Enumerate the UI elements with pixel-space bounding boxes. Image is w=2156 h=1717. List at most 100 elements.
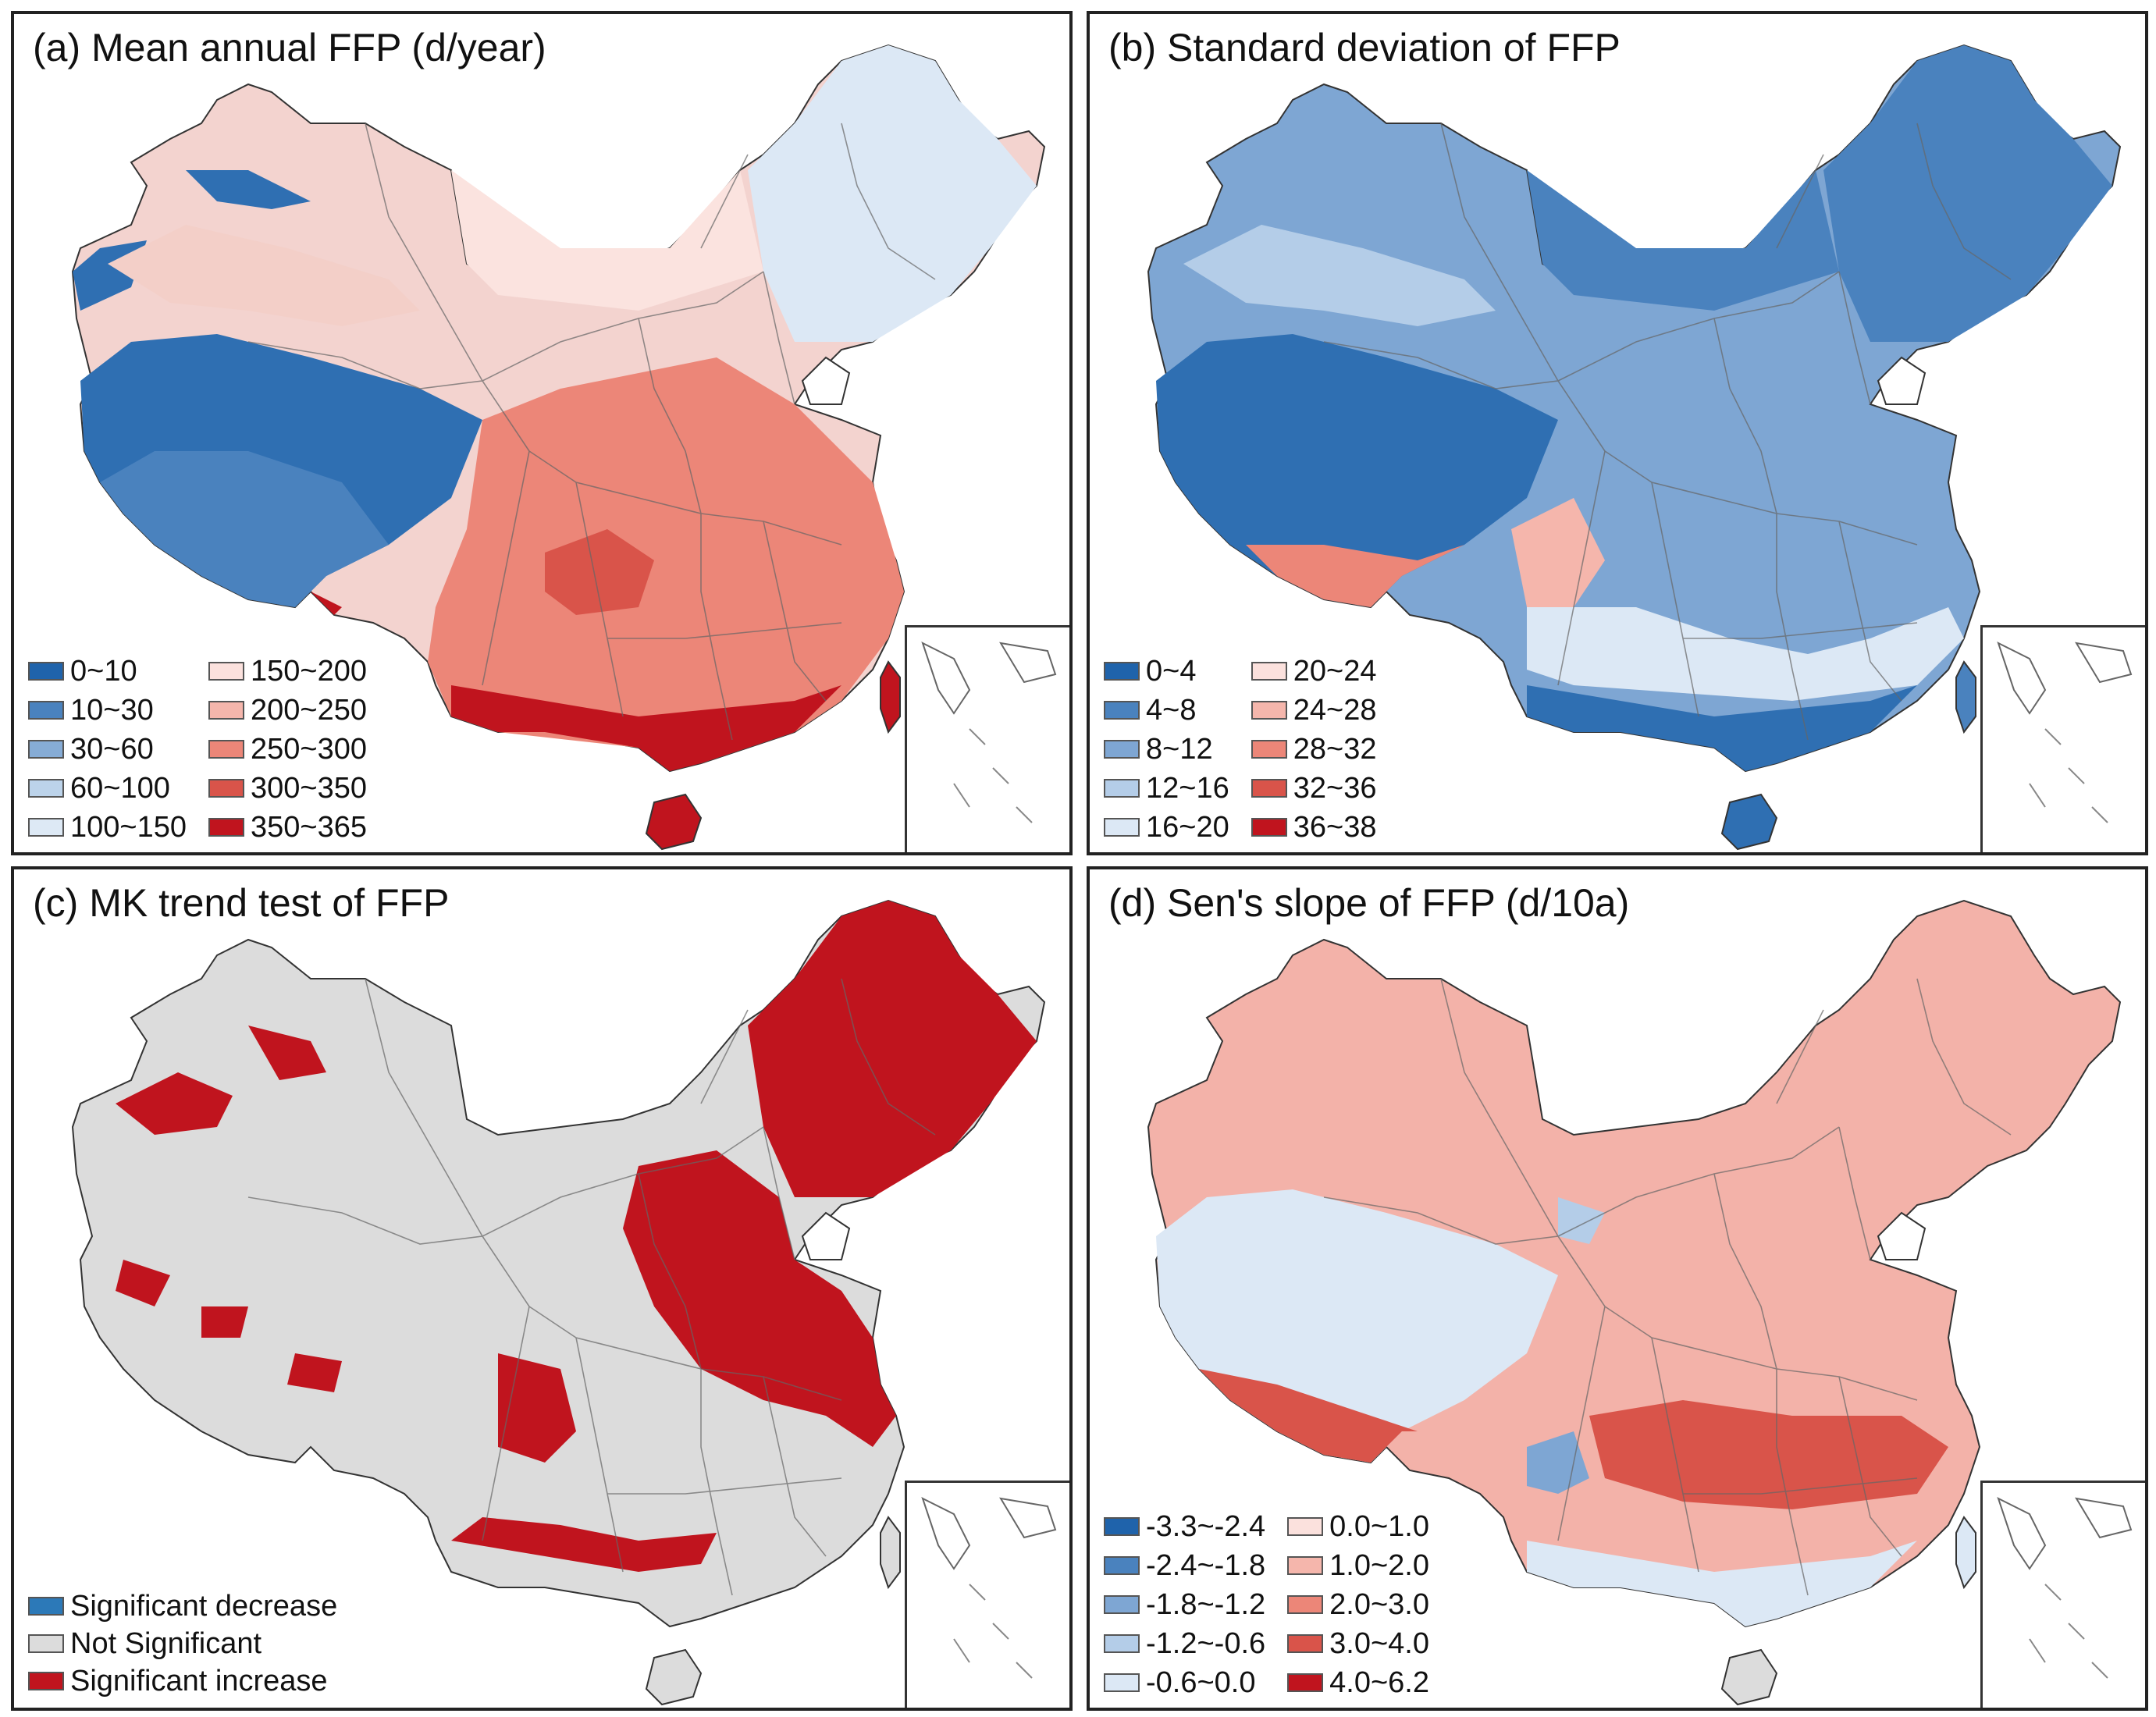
- legend-c: Significant decrease Not Significant Signi…: [28, 1589, 337, 1698]
- legend-label: 200~250: [251, 693, 367, 727]
- legend-label: 4~8: [1146, 693, 1197, 727]
- legend-item: 4~8: [1104, 693, 1229, 727]
- legend-label: 20~24: [1293, 654, 1377, 688]
- legend-item: 3.0~4.0: [1287, 1626, 1429, 1661]
- legend-item: -1.2~-0.6: [1104, 1626, 1265, 1661]
- legend-swatch: [1104, 779, 1140, 798]
- legend-item: 0~4: [1104, 654, 1229, 688]
- legend-swatch: [28, 1672, 64, 1690]
- legend-item: -1.8~-1.2: [1104, 1587, 1265, 1622]
- legend-label: 0~10: [70, 654, 137, 688]
- legend-item: 24~28: [1251, 693, 1377, 727]
- legend-swatch: [1104, 818, 1140, 837]
- legend-swatch: [1104, 701, 1140, 720]
- legend-label: 0~4: [1146, 654, 1197, 688]
- legend-swatch: [208, 662, 244, 681]
- legend-label: 350~365: [251, 810, 367, 844]
- legend-label: Significant decrease: [70, 1589, 338, 1623]
- legend-swatch: [1104, 740, 1140, 759]
- legend-item: 20~24: [1251, 654, 1377, 688]
- panel-d-title: (d) Sen's slope of FFP (d/10a): [1108, 881, 1630, 925]
- legend-swatch: [1251, 740, 1287, 759]
- legend-swatch: [1287, 1556, 1324, 1575]
- legend-label: 3.0~4.0: [1329, 1626, 1429, 1660]
- south-china-sea-inset: [905, 1481, 1069, 1708]
- legend-label: 150~200: [251, 654, 367, 688]
- legend-swatch: [1287, 1673, 1324, 1692]
- legend-swatch: [1287, 1634, 1324, 1653]
- panel-d-sens-slope: (d) Sen's slope of FFP (d/10a) -3.3~-2.4…: [1087, 866, 2148, 1711]
- legend-label: 10~30: [70, 693, 154, 727]
- legend-label: 28~32: [1293, 732, 1377, 766]
- legend-swatch: [208, 779, 244, 798]
- legend-item: 60~100: [28, 771, 187, 805]
- legend-swatch: [1287, 1595, 1324, 1614]
- legend-label: -1.2~-0.6: [1146, 1626, 1266, 1660]
- legend-swatch: [1104, 662, 1140, 681]
- legend-swatch: [1104, 1517, 1140, 1536]
- legend-item: 30~60: [28, 732, 187, 766]
- legend-swatch: [1104, 1634, 1140, 1653]
- legend-item: 250~300: [208, 732, 367, 766]
- map-b: [1147, 44, 2121, 850]
- legend-label: -1.8~-1.2: [1146, 1587, 1266, 1621]
- legend-item: 300~350: [208, 771, 367, 805]
- legend-item: -2.4~-1.8: [1104, 1548, 1265, 1583]
- panel-a-title: (a) Mean annual FFP (d/year): [33, 26, 546, 69]
- legend-swatch: [28, 779, 64, 798]
- legend-item: Significant increase: [28, 1664, 337, 1698]
- legend-label: 12~16: [1146, 771, 1229, 805]
- legend-label: 16~20: [1146, 810, 1229, 844]
- legend-label: 1.0~2.0: [1329, 1548, 1429, 1582]
- legend-item: 150~200: [208, 654, 367, 688]
- legend-item: Significant decrease: [28, 1589, 337, 1623]
- legend-swatch: [28, 1634, 64, 1653]
- legend-item: Not Significant: [28, 1626, 337, 1661]
- map-c: [72, 900, 1045, 1705]
- legend-item: -0.6~0.0: [1104, 1665, 1265, 1700]
- legend-label: 32~36: [1293, 771, 1377, 805]
- legend-item: 10~30: [28, 693, 187, 727]
- map-a: [72, 44, 1045, 850]
- legend-swatch: [28, 1597, 64, 1616]
- legend-label: 24~28: [1293, 693, 1377, 727]
- legend-swatch: [1104, 1673, 1140, 1692]
- legend-d: -3.3~-2.4 -2.4~-1.8 -1.8~-1.2 -1.2~-0.6 -0.6…: [1104, 1509, 1429, 1700]
- legend-label: 0.0~1.0: [1329, 1509, 1429, 1543]
- legend-a: 0~10 10~30 30~60 60~100 100~150 150~200 200~2…: [28, 654, 367, 844]
- panel-a-mean-annual-ffp: (a) Mean annual FFP (d/year) 0~10 10~30 30…: [11, 11, 1073, 855]
- legend-swatch: [1251, 818, 1287, 837]
- panel-c-mk-trend-test: (c) MK trend test of FFP Significant dec…: [11, 866, 1073, 1711]
- legend-label: 30~60: [70, 732, 154, 766]
- map-d: [1147, 900, 2121, 1705]
- legend-label: 4.0~6.2: [1329, 1665, 1429, 1699]
- legend-item: 8~12: [1104, 732, 1229, 766]
- south-china-sea-inset: [905, 625, 1069, 852]
- panel-c-title: (c) MK trend test of FFP: [33, 881, 450, 925]
- legend-label: 250~300: [251, 732, 367, 766]
- legend-item: 16~20: [1104, 810, 1229, 844]
- legend-swatch: [208, 818, 244, 837]
- legend-label: 2.0~3.0: [1329, 1587, 1429, 1621]
- legend-swatch: [28, 701, 64, 720]
- legend-swatch: [1251, 662, 1287, 681]
- legend-item: 4.0~6.2: [1287, 1665, 1429, 1700]
- legend-swatch: [1287, 1517, 1324, 1536]
- legend-item: 32~36: [1251, 771, 1377, 805]
- legend-swatch: [1251, 701, 1287, 720]
- legend-label: 300~350: [251, 771, 367, 805]
- legend-item: 36~38: [1251, 810, 1376, 844]
- legend-label: -3.3~-2.4: [1146, 1509, 1266, 1543]
- legend-item: 0~10: [28, 654, 187, 688]
- legend-label: 100~150: [70, 810, 187, 844]
- legend-swatch: [1104, 1556, 1140, 1575]
- legend-swatch: [28, 662, 64, 681]
- legend-swatch: [1104, 1595, 1140, 1614]
- legend-swatch: [208, 701, 244, 720]
- legend-item: 350~365: [208, 810, 367, 844]
- south-china-sea-inset: [1980, 625, 2145, 852]
- legend-item: 0.0~1.0: [1287, 1509, 1429, 1544]
- legend-label: 8~12: [1146, 732, 1213, 766]
- legend-item: -3.3~-2.4: [1104, 1509, 1265, 1544]
- legend-swatch: [28, 740, 64, 759]
